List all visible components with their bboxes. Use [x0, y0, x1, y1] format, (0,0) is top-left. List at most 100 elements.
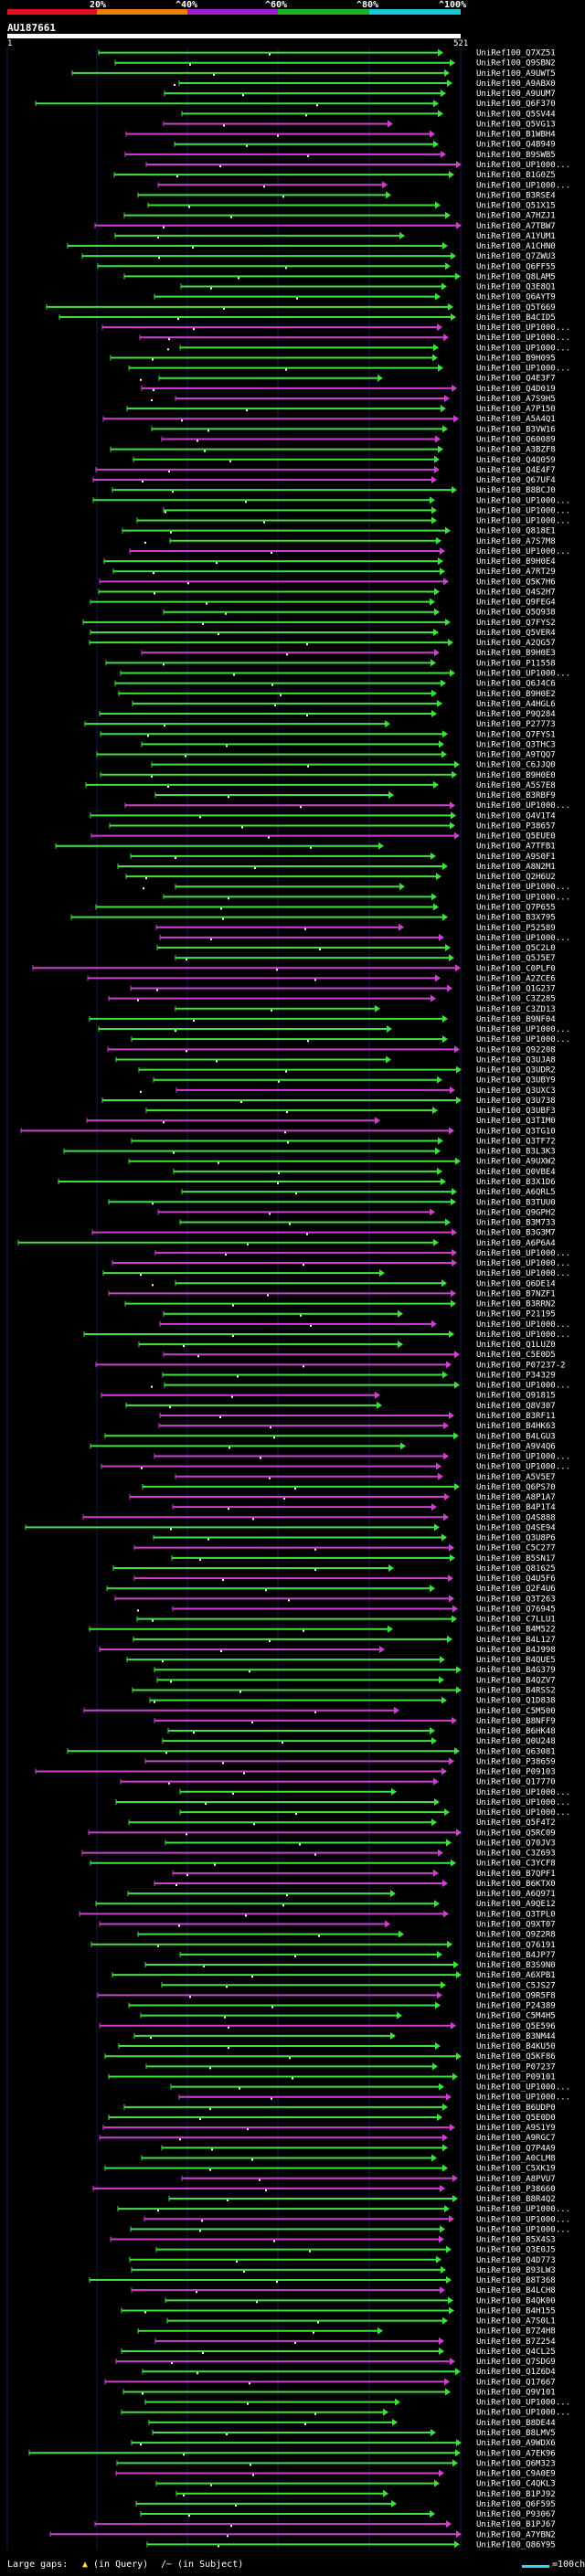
hit-label[interactable]: UniRef100_Q4D773 [476, 2256, 556, 2265]
hit-label[interactable]: UniRef100_C4QKL3 [476, 2480, 556, 2489]
hit-row[interactable]: UniRef100_A9UUM7 [164, 90, 556, 99]
hit-row[interactable]: UniRef100_Q76945 [137, 1605, 556, 1614]
hit-label[interactable]: UniRef100_Q2H6U2 [476, 873, 556, 882]
hit-label[interactable]: UniRef100_UP1000... [476, 2083, 570, 2093]
hit-row[interactable]: UniRef100_B1PJ67 [94, 2520, 556, 2529]
hit-row[interactable]: UniRef100_Q4V1T4 [90, 811, 556, 821]
hit-row[interactable]: UniRef100_Q5RC09 [88, 1829, 556, 1838]
hit-label[interactable]: UniRef100_Q7FYS1 [476, 730, 556, 739]
hit-label[interactable]: UniRef100_B4J998 [476, 1646, 556, 1655]
hit-row[interactable]: UniRef100_UP1000... [131, 1035, 570, 1044]
hit-row[interactable]: UniRef100_Q3TF72 [131, 1137, 556, 1146]
hit-row[interactable]: UniRef100_Q4S888 [82, 1513, 556, 1522]
hit-row[interactable]: UniRef100_Q818E1 [122, 526, 556, 536]
hit-label[interactable]: UniRef100_B3X795 [476, 914, 556, 923]
hit-label[interactable]: UniRef100_Q6F370 [476, 100, 556, 109]
hit-label[interactable]: UniRef100_P09103 [476, 1768, 556, 1777]
hit-label[interactable]: UniRef100_Q6J4C6 [476, 680, 556, 689]
hit-row[interactable]: UniRef100_C3Z285 [108, 994, 556, 1004]
hit-row[interactable]: UniRef100_B3M733 [179, 1218, 556, 1228]
hit-row[interactable]: UniRef100_B4RSS2 [132, 1686, 556, 1696]
hit-label[interactable]: UniRef100_A9WDX6 [476, 2439, 556, 2448]
hit-label[interactable]: UniRef100_UP1000... [476, 547, 570, 557]
hit-label[interactable]: UniRef100_Q3UXC3 [476, 1087, 556, 1096]
hit-label[interactable]: UniRef100_P38659 [476, 1757, 556, 1766]
hit-row[interactable]: UniRef100_A3BZF8 [110, 445, 556, 455]
hit-row[interactable]: UniRef100_Q91815 [101, 1391, 556, 1401]
hit-row[interactable]: UniRef100_B6KTX0 [154, 1879, 556, 1889]
hit-label[interactable]: UniRef100_C3ZD13 [476, 1005, 556, 1014]
hit-row[interactable]: UniRef100_UP1000... [154, 1452, 570, 1462]
hit-row[interactable]: UniRef100_Q67UF4 [92, 476, 556, 485]
hit-label[interactable]: UniRef100_A7YBN2 [476, 2530, 556, 2539]
hit-label[interactable]: UniRef100_Q9XT07 [476, 1921, 556, 1930]
hit-row[interactable]: UniRef100_A5S7E8 [85, 780, 556, 790]
hit-label[interactable]: UniRef100_Q7P4A9 [476, 2144, 556, 2153]
hit-label[interactable]: UniRef100_A8P1A7 [476, 1493, 556, 1502]
hit-row[interactable]: UniRef100_A1CHN0 [67, 242, 556, 251]
hit-label[interactable]: UniRef100_B3X1D6 [476, 1178, 556, 1187]
hit-row[interactable]: UniRef100_B1PJ92 [176, 2489, 556, 2499]
hit-label[interactable]: UniRef100_B4H155 [476, 2306, 556, 2316]
hit-label[interactable]: UniRef100_Q5F4T2 [476, 1818, 556, 1828]
hit-row[interactable]: UniRef100_C4QKL3 [155, 2479, 556, 2489]
hit-label[interactable]: UniRef100_UP1000... [476, 1453, 570, 1462]
hit-label[interactable]: UniRef100_Q5K7H6 [476, 578, 556, 587]
hit-label[interactable]: UniRef100_B1PJ67 [476, 2520, 556, 2529]
hit-label[interactable]: UniRef100_UP1000... [476, 506, 570, 515]
hit-row[interactable]: UniRef100_Q3U8P6 [153, 1533, 556, 1543]
hit-row[interactable]: UniRef100_A9WDX6 [131, 2439, 556, 2448]
hit-row[interactable]: UniRef100_C5C277 [133, 1543, 556, 1553]
hit-label[interactable]: UniRef100_C3Z285 [476, 995, 556, 1004]
hit-label[interactable]: UniRef100_C5E0D5 [476, 1351, 556, 1360]
hit-row[interactable]: UniRef100_C5XK19 [104, 2164, 556, 2174]
hit-row[interactable]: UniRef100_Q6F595 [135, 2499, 556, 2509]
hit-row[interactable]: UniRef100_B8BCJ0 [112, 486, 556, 495]
hit-row[interactable]: UniRef100_Q76191 [90, 1940, 556, 1950]
hit-row[interactable]: UniRef100_UP1000... [151, 1381, 570, 1391]
hit-row[interactable]: UniRef100_Q5T669 [46, 302, 556, 313]
hit-row[interactable]: UniRef100_Q6AYT9 [154, 292, 556, 302]
hit-row[interactable]: UniRef100_Q5VER4 [90, 628, 556, 638]
hit-label[interactable]: UniRef100_A9ABX0 [476, 80, 556, 89]
hit-row[interactable]: UniRef100_B4M522 [89, 1625, 556, 1635]
hit-label[interactable]: UniRef100_UP1000... [476, 181, 570, 190]
hit-row[interactable]: UniRef100_Q4S2H7 [98, 588, 556, 597]
hit-row[interactable]: UniRef100_A6Q971 [127, 1890, 556, 1899]
hit-label[interactable]: UniRef100_Q6M323 [476, 2459, 556, 2468]
hit-label[interactable]: UniRef100_Q6F595 [476, 2500, 556, 2509]
hit-label[interactable]: UniRef100_Q9V101 [476, 2388, 556, 2397]
hit-label[interactable]: UniRef100_A7S9H5 [476, 395, 556, 404]
hit-row[interactable]: UniRef100_B7QPF1 [172, 1869, 556, 1879]
hit-label[interactable]: UniRef100_Q5C2L0 [476, 944, 556, 953]
hit-label[interactable]: UniRef100_B8LMV5 [476, 2429, 556, 2438]
hit-row[interactable]: UniRef100_A9UWT5 [71, 69, 556, 79]
hit-row[interactable]: UniRef100_Q7XZ51 [98, 48, 556, 58]
hit-label[interactable]: UniRef100_Q70JV3 [476, 1839, 556, 1848]
hit-row[interactable]: UniRef100_B4KU50 [118, 2042, 556, 2051]
hit-row[interactable]: UniRef100_P38659 [144, 1757, 556, 1766]
hit-label[interactable]: UniRef100_UP1000... [476, 1259, 570, 1268]
hit-row[interactable]: UniRef100_A2ZCE6 [87, 974, 556, 983]
hit-label[interactable]: UniRef100_B7QPF1 [476, 1870, 556, 1879]
hit-row[interactable]: UniRef100_B4H155 [121, 2306, 556, 2316]
hit-label[interactable]: UniRef100_A7TBW7 [476, 222, 556, 231]
hit-row[interactable]: UniRef100_B3L3K3 [63, 1147, 556, 1157]
hit-row[interactable]: UniRef100_UP1000... [163, 506, 570, 515]
hit-label[interactable]: UniRef100_Q7XZ51 [476, 49, 556, 58]
hit-label[interactable]: UniRef100_Q6FF55 [476, 262, 556, 271]
hit-label[interactable]: UniRef100_A7P150 [476, 405, 556, 414]
hit-row[interactable]: UniRef100_Q4D773 [129, 2255, 556, 2265]
hit-row[interactable]: UniRef100_B6UDP0 [123, 2103, 556, 2113]
hit-row[interactable]: UniRef100_B9H0E2 [118, 689, 556, 699]
hit-label[interactable]: UniRef100_B6HK48 [476, 1727, 556, 1736]
hit-row[interactable]: UniRef100_A2QG57 [89, 639, 556, 648]
hit-label[interactable]: UniRef100_C5M4H5 [476, 2012, 556, 2021]
hit-label[interactable]: UniRef100_B4JP77 [476, 1951, 556, 1960]
hit-label[interactable]: UniRef100_A7HZJ1 [476, 212, 556, 221]
hit-label[interactable]: UniRef100_UP1000... [476, 2409, 570, 2418]
hit-label[interactable]: UniRef100_Q4B949 [476, 141, 556, 150]
hit-label[interactable]: UniRef100_A9S0F1 [476, 853, 556, 862]
hit-row[interactable]: UniRef100_B3VW16 [151, 425, 556, 434]
hit-label[interactable]: UniRef100_B4QZV7 [476, 1676, 556, 1685]
